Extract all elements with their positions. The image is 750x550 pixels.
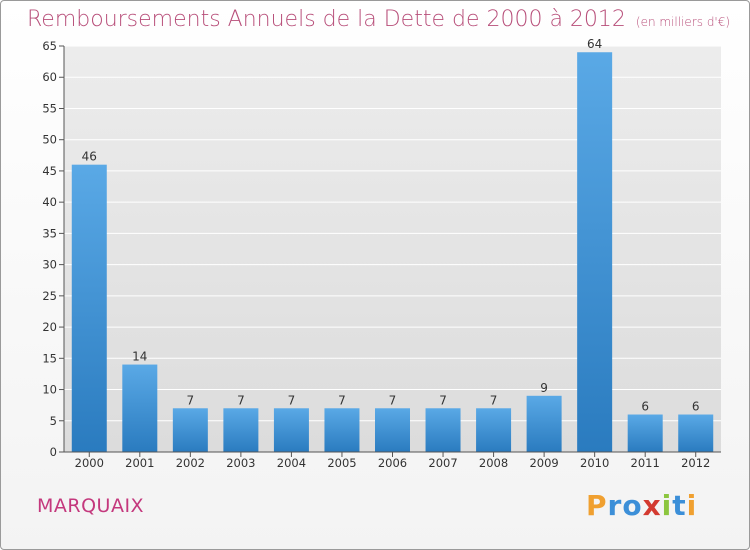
logo-letter: x xyxy=(642,489,662,522)
bar xyxy=(71,164,107,452)
logo-letter: i xyxy=(686,489,698,522)
chart-title: Remboursements Annuels de la Dette de 20… xyxy=(27,7,730,32)
bar xyxy=(273,408,309,452)
y-tick-label: 50 xyxy=(42,133,57,147)
y-tick-label: 55 xyxy=(42,101,57,115)
bar xyxy=(122,364,158,452)
y-tick-label: 65 xyxy=(42,39,57,53)
y-tick-label: 35 xyxy=(42,226,57,240)
y-tick-label: 30 xyxy=(42,258,57,272)
y-tick-label: 60 xyxy=(42,70,57,84)
y-tick-label: 0 xyxy=(50,445,57,459)
x-tick-label: 2011 xyxy=(631,456,660,470)
bar xyxy=(375,408,410,452)
bar-value-label: 7 xyxy=(439,393,447,407)
bar xyxy=(678,414,714,452)
bar xyxy=(526,395,562,452)
bar xyxy=(223,408,259,452)
x-tick-label: 2005 xyxy=(327,456,356,470)
bar xyxy=(476,408,512,452)
bar-value-label: 64 xyxy=(587,37,602,51)
bar-value-label: 7 xyxy=(288,393,296,407)
y-axis: 0 5 10 15 20 25 30 35 40 45 50 55 60 65 xyxy=(42,39,65,459)
y-tick-label: 15 xyxy=(42,351,57,365)
bar-value-label: 7 xyxy=(187,393,195,407)
bar xyxy=(172,408,208,452)
town-name: MARQUAIX xyxy=(37,495,145,517)
plot-area xyxy=(64,46,721,452)
bars: 46 14 7 7 7 7 7 7 7 9 64 6 6 xyxy=(71,37,714,452)
bar xyxy=(324,408,360,452)
x-tick-label: 2001 xyxy=(125,456,154,470)
x-tick-label: 2010 xyxy=(580,456,609,470)
logo-letter: i xyxy=(661,489,673,522)
bar-value-label: 7 xyxy=(490,393,498,407)
y-tick-label: 25 xyxy=(42,289,57,303)
bar-value-label: 7 xyxy=(237,393,245,407)
bar-value-label: 6 xyxy=(692,400,700,414)
y-tick-label: 45 xyxy=(42,164,57,178)
x-tick-label: 2004 xyxy=(277,456,306,470)
x-tick-label: 2000 xyxy=(75,456,104,470)
bar xyxy=(627,414,663,452)
y-tick-label: 40 xyxy=(42,195,57,209)
bar-value-label: 46 xyxy=(82,150,97,164)
x-tick-label: 2009 xyxy=(529,456,558,470)
bar xyxy=(425,408,461,452)
bar xyxy=(577,52,613,452)
y-tick-label: 5 xyxy=(50,414,57,428)
y-tick-label: 10 xyxy=(42,383,57,397)
bar-value-label: 7 xyxy=(338,393,346,407)
bar-value-label: 9 xyxy=(540,381,548,395)
x-tick-label: 2003 xyxy=(226,456,255,470)
logo-letter: P xyxy=(586,489,608,522)
bar-value-label: 7 xyxy=(389,393,397,407)
bar-value-label: 14 xyxy=(132,350,147,364)
chart-unit: (en milliers d'€) xyxy=(635,15,731,29)
x-tick-label: 2012 xyxy=(681,456,710,470)
logo-letter: t xyxy=(672,489,687,522)
chart-title-text: Remboursements Annuels de la Dette de 20… xyxy=(27,7,626,32)
logo-letter: o xyxy=(622,489,643,522)
bar-value-label: 6 xyxy=(641,400,649,414)
x-tick-label: 2006 xyxy=(378,456,407,470)
proxiti-logo[interactable]: Proxiti xyxy=(586,489,697,522)
x-tick-label: 2007 xyxy=(428,456,457,470)
x-tick-label: 2002 xyxy=(176,456,205,470)
y-tick-label: 20 xyxy=(42,320,57,334)
x-tick-label: 2008 xyxy=(479,456,508,470)
x-axis: 2000 2001 2002 2003 2004 2005 2006 2007 2008 2009… xyxy=(64,451,721,470)
logo-letter: r xyxy=(607,489,623,522)
